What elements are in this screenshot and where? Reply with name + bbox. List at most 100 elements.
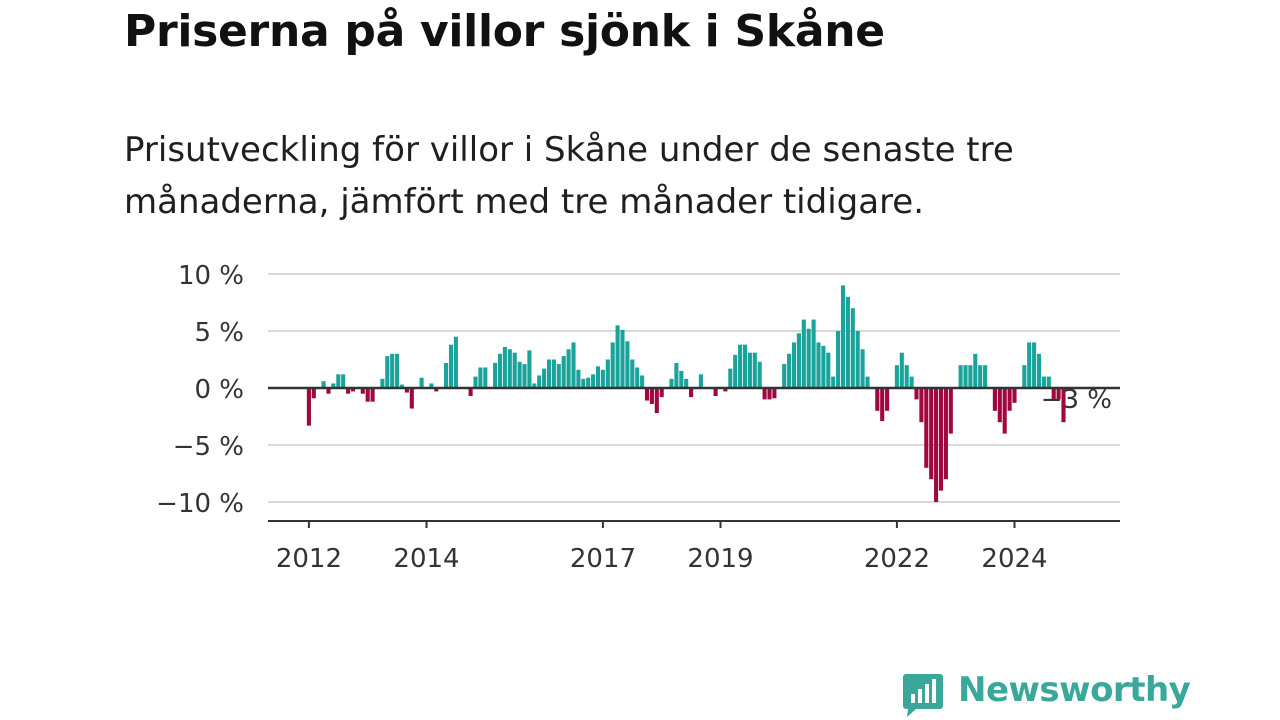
bar (992, 388, 997, 411)
bar (644, 388, 650, 401)
y-axis-labels: 10 % 5 % 0 % −5 % −10 % (156, 261, 244, 519)
bar (448, 344, 454, 388)
bar (507, 349, 512, 388)
bar (791, 342, 797, 388)
bar (899, 352, 904, 388)
bar (591, 374, 596, 388)
bar (747, 352, 752, 388)
bar (679, 370, 684, 388)
bar (845, 296, 850, 388)
bar (493, 362, 498, 388)
brand-logo: Newsworthy (902, 668, 1191, 720)
bar (742, 344, 748, 388)
bar (434, 388, 439, 392)
bar (811, 319, 816, 388)
bar (610, 342, 615, 388)
bar (855, 331, 860, 388)
bar (698, 374, 703, 388)
bar (336, 374, 341, 388)
bar (453, 336, 458, 388)
bar (1051, 388, 1056, 400)
bar (385, 356, 390, 388)
bar (958, 365, 963, 388)
bar (502, 346, 507, 388)
x-axis-labels: 2012 2014 2017 2019 2022 2024 (276, 521, 1048, 574)
bar (605, 359, 610, 388)
bar (306, 388, 311, 426)
bar (924, 388, 929, 468)
x-tick-label: 2017 (570, 544, 636, 574)
y-tick-label: −5 % (173, 432, 244, 462)
bar (649, 388, 654, 404)
y-tick-label: 10 % (178, 261, 244, 291)
bar (674, 362, 679, 388)
bar (600, 369, 605, 388)
bar (1061, 388, 1066, 423)
bar (840, 285, 846, 388)
bar (576, 369, 581, 388)
bar (1032, 342, 1037, 388)
bar (880, 388, 885, 422)
bar (630, 359, 635, 388)
x-tick-label: 2014 (393, 544, 459, 574)
bar (934, 388, 939, 502)
bar (816, 342, 821, 388)
bar (772, 388, 777, 399)
bar (836, 331, 841, 388)
bar (669, 378, 674, 388)
bar (537, 375, 542, 388)
bar (713, 388, 718, 396)
bar (914, 388, 919, 400)
bar (551, 359, 556, 388)
x-tick-label: 2024 (981, 544, 1047, 574)
bar (566, 349, 571, 388)
bars (306, 285, 1066, 502)
newsworthy-chart-logo-icon (903, 674, 943, 717)
bar (468, 388, 473, 396)
chart-title: Priserna på villor sjönk i Skåne (124, 6, 885, 57)
bar (978, 365, 983, 388)
bar (654, 388, 659, 414)
bar (963, 365, 968, 388)
bar (370, 388, 375, 402)
axes (268, 386, 1120, 522)
bar (365, 388, 370, 402)
bar (395, 353, 400, 388)
bar (968, 365, 973, 388)
bar (1002, 388, 1007, 434)
bar (850, 308, 855, 388)
bar (478, 367, 483, 388)
bar (938, 388, 944, 491)
bar (483, 367, 488, 388)
bar (586, 377, 591, 388)
bar (826, 352, 831, 388)
brand-name: Newsworthy (958, 670, 1191, 710)
bar (689, 388, 694, 398)
bar (473, 376, 478, 388)
x-tick-label: 2012 (276, 544, 342, 574)
bar (527, 350, 532, 388)
bar (635, 367, 640, 388)
bar (341, 374, 346, 388)
bar (801, 319, 806, 388)
bar (821, 345, 826, 388)
bar (1007, 388, 1012, 411)
bar (904, 365, 909, 388)
y-tick-label: 0 % (194, 375, 244, 405)
bar (1046, 376, 1051, 388)
bar (738, 344, 743, 388)
bar (615, 325, 620, 388)
bar (831, 376, 836, 388)
bar (659, 388, 664, 398)
bar (894, 365, 899, 388)
bar (546, 359, 552, 388)
bar (380, 378, 385, 388)
bar (419, 377, 424, 388)
bar (404, 388, 409, 393)
bar (390, 353, 395, 388)
bar (782, 364, 787, 388)
bar (350, 388, 356, 392)
bar (919, 388, 924, 423)
bar (640, 375, 645, 388)
